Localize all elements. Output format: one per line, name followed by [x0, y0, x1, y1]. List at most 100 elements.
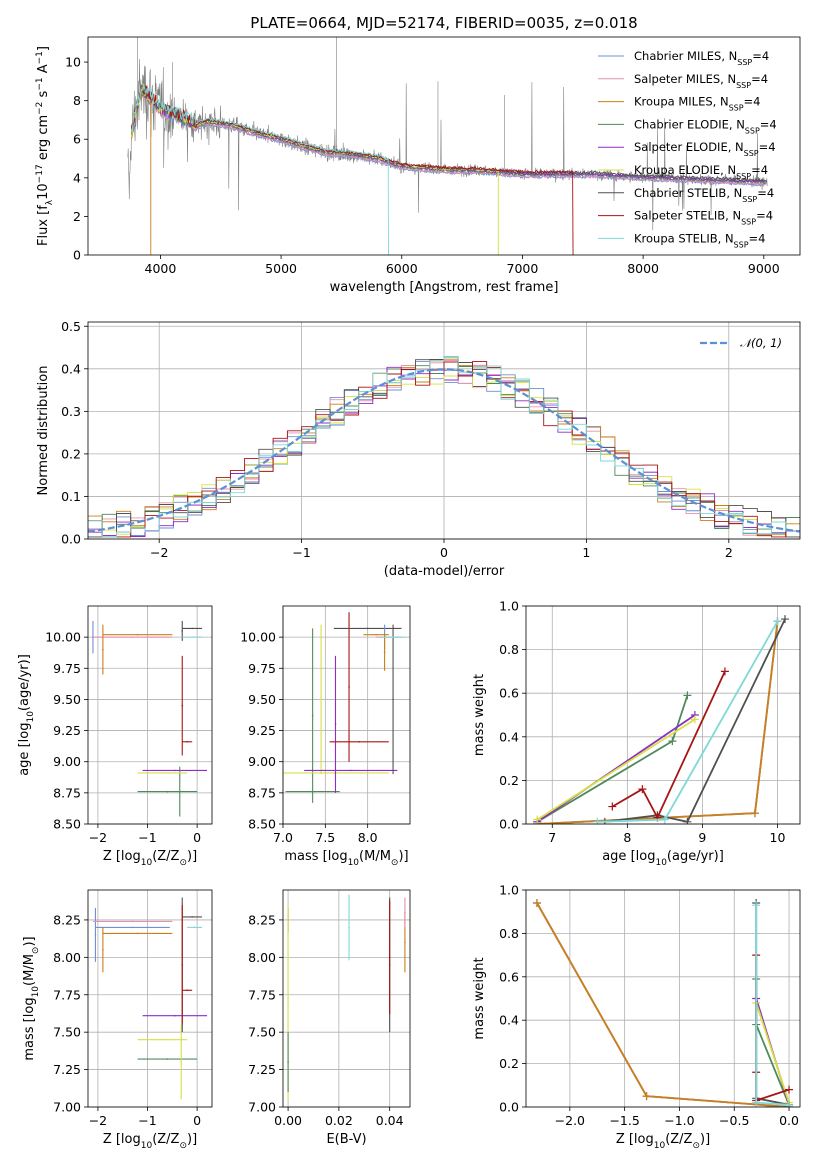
- point-chabrier-elodie: [287, 1061, 289, 1063]
- age_vs_mass-ytick-label: 10.00: [240, 630, 276, 645]
- point-salpeter-elodie: [174, 769, 176, 772]
- mass_vs_ebv-ytick-label: 8.00: [248, 950, 276, 965]
- point-salpeter-stelib: [348, 686, 350, 688]
- point-kroupa-elodie: [287, 1001, 289, 1004]
- legend-sub: SSP: [744, 149, 759, 158]
- legend-entry: Chabrier MILES, NSSP=4: [634, 49, 769, 67]
- weight_vs_Z-ytick-label: 1.0: [499, 883, 519, 898]
- weight_vs_age-ytick-label: 0.2: [499, 773, 519, 788]
- weight_vs_Z-ylabel: mass weight: [472, 957, 487, 1039]
- legend-tail: =4: [751, 163, 768, 177]
- mass_vs_Z-xtick-label: −1: [138, 1113, 156, 1128]
- weight_vs_Z-ytick-label: 0.6: [499, 969, 519, 984]
- age_vs_mass-xtick-label: 7.0: [273, 830, 293, 845]
- age_vs_Z-xlabel: Z [log10(Z/Z⊙)]: [103, 849, 197, 868]
- legend-sep: ,: [729, 117, 736, 131]
- mass_vs_Z-frame: [87, 889, 213, 1108]
- weight_vs_Z-ytick-label: 0.0: [499, 1100, 519, 1115]
- point-salpeter-stelib: [181, 704, 184, 707]
- age_vs_mass-xtick-label: 8.0: [358, 830, 378, 845]
- legend-entry: Kroupa MILES, NSSP=4: [634, 95, 761, 113]
- mass_vs_ebv-xlabel: E(B-V): [326, 1132, 366, 1147]
- mass_vs_Z-ytick-label: 7.00: [53, 1100, 81, 1115]
- spectrum-xtick-label: 9000: [748, 261, 780, 276]
- legend-sub: SSP: [737, 58, 752, 67]
- weight_vs_Z-xtick-label: −1.0: [664, 1113, 694, 1128]
- weight_vs_Z-ytick-label: 0.8: [499, 926, 519, 941]
- residuals-plot-area: [88, 356, 800, 538]
- label-part: Z [log: [103, 849, 141, 864]
- model-spectrum-kroupa-stelib: [130, 84, 389, 255]
- label-part: ⊙: [179, 858, 187, 868]
- label-part: 10: [141, 1141, 153, 1151]
- mass_vs_Z-ytick-label: 7.75: [53, 987, 81, 1002]
- label-part: )]: [398, 849, 408, 864]
- point-kroupa-stelib: [193, 926, 196, 929]
- point-chabrier-stelib: [181, 630, 184, 632]
- point-chabrier-stelib: [366, 627, 369, 630]
- spectrum-frame: [87, 36, 801, 256]
- legend-sep: ,: [713, 95, 720, 109]
- weight_vs_Z-axes: −2.0 −1.5 −1.0 −0.5 0.0 0.0 0.2 0.4 0.6 0.8 1.0 Z […: [472, 883, 801, 1151]
- label-part: 10: [654, 1141, 666, 1151]
- age_vs_Z-ytick-label: 9.50: [53, 692, 81, 707]
- mass_vs_ebv-xtick-label: 0.02: [325, 1113, 353, 1128]
- legend-entry: Salpeter ELODIE, NSSP=4: [634, 140, 776, 158]
- label-part: (data-model)/error: [384, 564, 505, 579]
- legend-tail: =4: [760, 117, 777, 131]
- spectrum-ytick-label: 0: [73, 248, 81, 263]
- spectrum-xtick-label: 7000: [507, 261, 539, 276]
- legend-name: Salpeter STELIB: [634, 209, 725, 223]
- legend-name: Kroupa STELIB: [634, 231, 718, 245]
- label-part: E(B-V): [326, 1132, 366, 1147]
- legend-sub: SSP: [736, 80, 751, 89]
- legend-tail: =4: [752, 49, 769, 63]
- point-kroupa-miles: [383, 651, 386, 653]
- legend-suffix: N: [735, 140, 744, 154]
- point-salpeter-stelib: [186, 740, 188, 743]
- label-part: −2: [35, 102, 45, 115]
- residual-histogram-salpeter-elodie: [88, 366, 800, 538]
- point-chabrier-elodie: [311, 714, 314, 717]
- age_vs_mass-plot-area: [283, 612, 406, 803]
- age_vs_Z-plot-area: [92, 620, 208, 817]
- point-salpeter-elodie: [349, 769, 352, 772]
- point-chabrier-elodie: [166, 1058, 169, 1060]
- label-part: ]: [36, 46, 51, 51]
- age_vs_Z-xtick-label: −2: [89, 830, 107, 845]
- spectrum-ytick-label: 4: [73, 170, 81, 185]
- legend-sub: SSP: [729, 103, 744, 112]
- spectrum-ytick-label: 8: [73, 93, 81, 108]
- label-part: (age/yr)]: [17, 654, 32, 711]
- spectrum-xtick-label: 6000: [386, 261, 418, 276]
- age_vs_mass-axes: 7.0 7.5 8.0 8.50 8.75 9.00 9.25 9.50 9.75 10.00 ma…: [240, 605, 411, 868]
- label-part: age [log: [602, 849, 655, 864]
- point-kroupa-miles: [102, 949, 104, 951]
- mass_vs_ebv-ytick-label: 7.00: [248, 1100, 276, 1115]
- mass_vs_ebv-ytick-label: 7.75: [248, 987, 276, 1002]
- weight-line-kroupa-elodie: [536, 718, 696, 821]
- legend-entry: Kroupa ELODIE, NSSP=4: [634, 163, 768, 181]
- legend-sep: ,: [726, 186, 733, 200]
- age_vs_Z-axes: −2 −1 0 8.50 8.75 9.00 9.25 9.50 9.75 10.00 Z [log…: [17, 605, 213, 868]
- legend-suffix: N: [727, 72, 736, 86]
- label-part: −1: [35, 77, 45, 90]
- label-part: (Z/Z: [152, 1132, 179, 1147]
- point-chabrier-stelib: [191, 916, 193, 918]
- label-part: age [log: [17, 723, 32, 776]
- label-part: ⊙: [31, 947, 41, 955]
- point-salpeter-elodie: [174, 1014, 176, 1017]
- weight-marker-salpeter-stelib: [608, 802, 617, 811]
- model-spectrum-salpeter-stelib: [130, 84, 574, 255]
- chart-layer: 4000 5000 6000 7000 8000 90000246810wavelengt…: [17, 36, 801, 1151]
- residuals-ytick-label: 0.2: [61, 446, 81, 461]
- label-part: λ: [45, 199, 55, 205]
- spectrum-axes: 4000 5000 6000 7000 8000 9000 0 2 4 6 8 10 wavelengt…: [35, 36, 801, 295]
- legend-sep: ,: [718, 231, 725, 245]
- point-kroupa-miles: [136, 633, 139, 636]
- mass_vs_Z-ytick-label: 7.25: [53, 1062, 81, 1077]
- mass_vs_Z-axes: −2 −1 07.007.257.507.758.008.25Z [log10(Z/…: [22, 889, 213, 1151]
- point-chabrier-elodie: [178, 790, 181, 793]
